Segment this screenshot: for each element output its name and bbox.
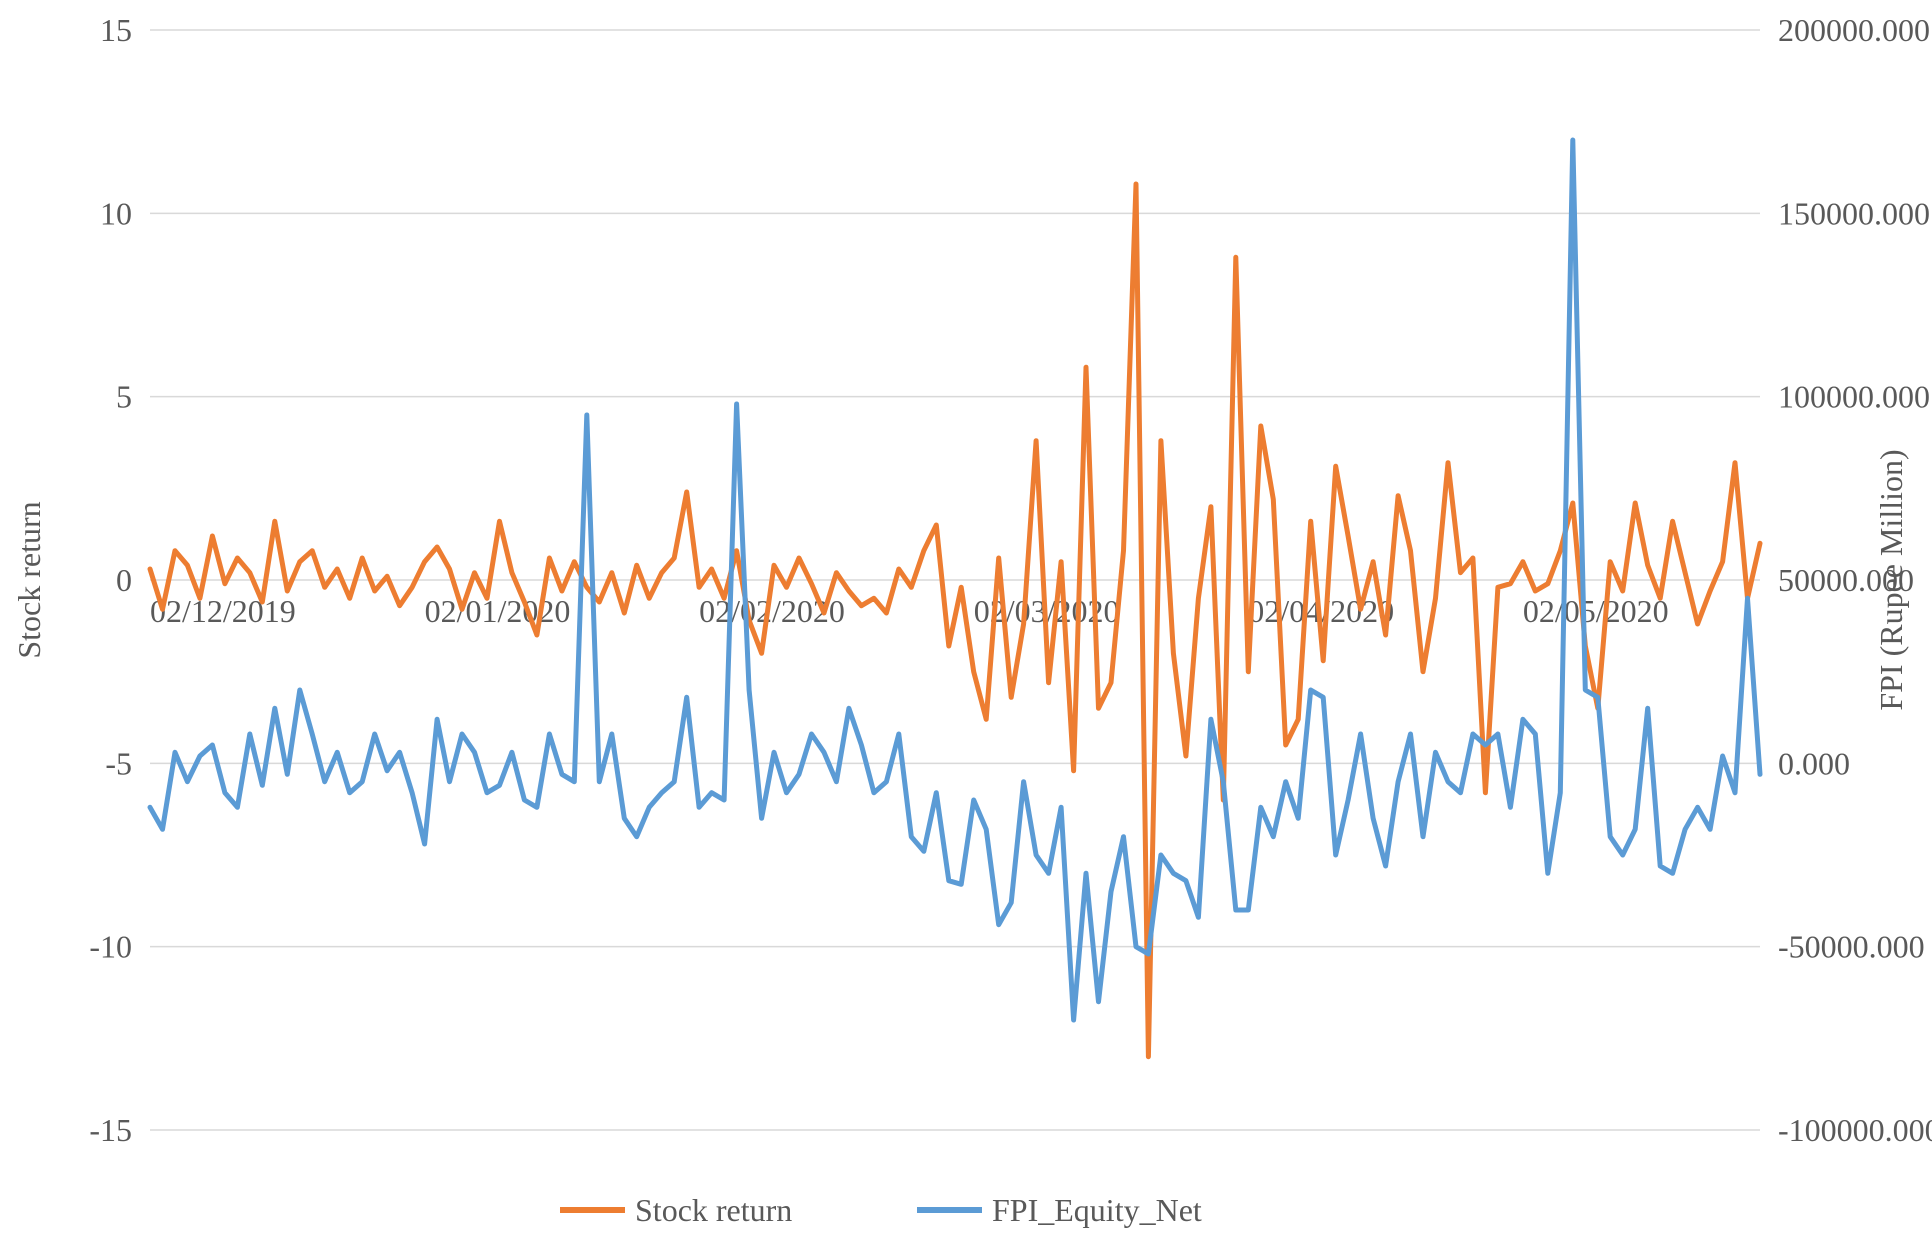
x-date-label: 02/12/2019 <box>150 593 296 629</box>
y-left-tick-label: 15 <box>100 12 132 48</box>
dual-axis-line-chart: -15 -10 -5 0 5 10 15 -100000.000 -50000.000 0.000… <box>0 0 1932 1252</box>
x-date-label: 02/05/2020 <box>1523 593 1669 629</box>
y-left-tick-label: -5 <box>105 745 132 781</box>
legend-label: FPI_Equity_Net <box>992 1192 1202 1228</box>
y-right-tick-label: -100000.000 <box>1778 1112 1932 1148</box>
y-left-tick-label: -10 <box>89 929 132 965</box>
chart-container: -15 -10 -5 0 5 10 15 -100000.000 -50000.000 0.000… <box>0 0 1932 1252</box>
y-right-tick-label: -50000.000 <box>1778 929 1925 965</box>
y-left-tick-label: 10 <box>100 195 132 231</box>
y-left-tick-label: 5 <box>116 379 132 415</box>
legend-label: Stock return <box>635 1192 792 1228</box>
y-left-tick-label: -15 <box>89 1112 132 1148</box>
y-right-tick-label: 200000.000 <box>1778 12 1930 48</box>
y-right-tick-label: 0.000 <box>1778 745 1850 781</box>
y-left-tick-label: 0 <box>116 562 132 598</box>
y-right-tick-label: 150000.000 <box>1778 195 1930 231</box>
y-left-axis-label: Stock return <box>11 501 47 658</box>
y-right-axis-label: FPI (Rupee Million) <box>1873 449 1909 710</box>
y-right-tick-label: 100000.000 <box>1778 379 1930 415</box>
x-date-label: 02/01/2020 <box>425 593 571 629</box>
